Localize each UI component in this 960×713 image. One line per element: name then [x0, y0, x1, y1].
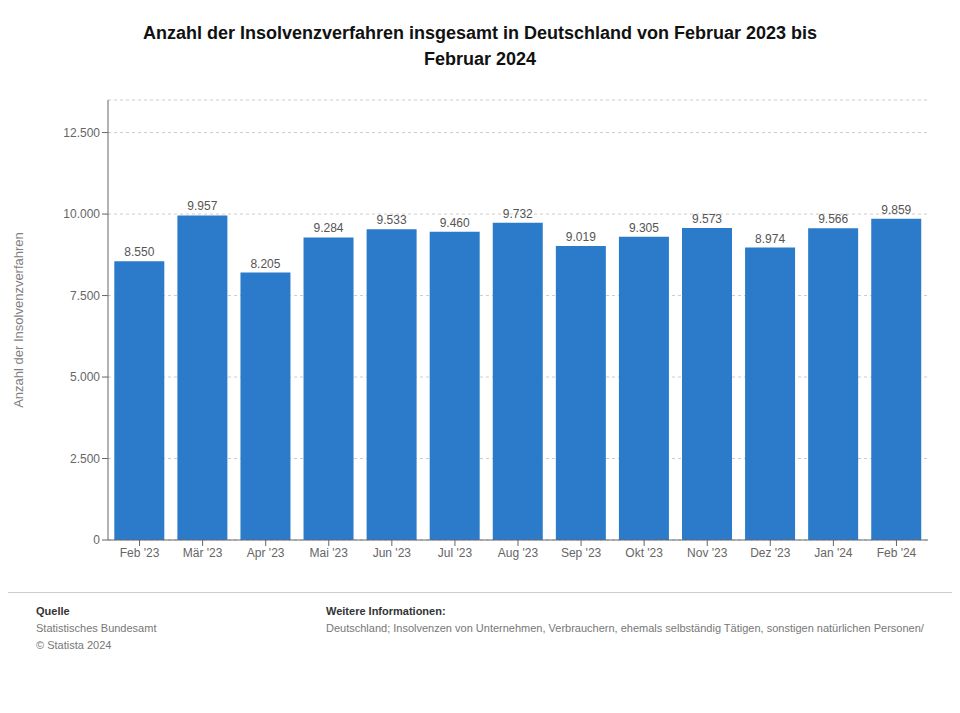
- svg-text:Mär '23: Mär '23: [183, 546, 223, 560]
- svg-text:Aug '23: Aug '23: [498, 546, 539, 560]
- html-text:© Statista 2024: © Statista 2024: [36, 639, 112, 651]
- svg-text:Apr '23: Apr '23: [247, 546, 285, 560]
- svg-text:Feb '23: Feb '23: [120, 546, 160, 560]
- svg-text:9.957: 9.957: [187, 199, 217, 213]
- svg-text:0: 0: [93, 533, 100, 547]
- html-text:Februar 2024: Februar 2024: [424, 49, 536, 69]
- svg-text:7.500: 7.500: [70, 289, 100, 303]
- svg-text:8.974: 8.974: [755, 232, 785, 246]
- html-text:Weitere Informationen:: Weitere Informationen:: [326, 605, 446, 617]
- svg-text:9.732: 9.732: [503, 207, 533, 221]
- svg-text:9.284: 9.284: [314, 221, 344, 235]
- svg-text:Anzahl der Insolvenzverfahren: Anzahl der Insolvenzverfahren: [11, 232, 26, 408]
- svg-text:9.019: 9.019: [566, 230, 596, 244]
- svg-text:Feb '24: Feb '24: [877, 546, 917, 560]
- svg-text:Jun '23: Jun '23: [373, 546, 412, 560]
- svg-text:9.460: 9.460: [440, 216, 470, 230]
- svg-text:Jul '23: Jul '23: [438, 546, 473, 560]
- svg-text:2.500: 2.500: [70, 452, 100, 466]
- html-text:Statistisches Bundesamt: Statistisches Bundesamt: [36, 622, 157, 634]
- html-text:Anzahl der Insolvenzverfahren: Anzahl der Insolvenzverfahren insgesamt …: [142, 23, 818, 43]
- svg-text:9.859: 9.859: [881, 203, 911, 217]
- svg-text:Mai '23: Mai '23: [310, 546, 349, 560]
- svg-text:9.566: 9.566: [818, 212, 848, 226]
- svg-text:8.205: 8.205: [250, 257, 280, 271]
- svg-text:12.500: 12.500: [63, 126, 100, 140]
- svg-text:Okt '23: Okt '23: [625, 546, 663, 560]
- svg-text:Dez '23: Dez '23: [750, 546, 791, 560]
- svg-text:8.550: 8.550: [124, 245, 154, 259]
- svg-text:5.000: 5.000: [70, 370, 100, 384]
- svg-text:Sep '23: Sep '23: [561, 546, 602, 560]
- svg-text:9.533: 9.533: [377, 213, 407, 227]
- svg-text:Jan '24: Jan '24: [814, 546, 853, 560]
- html-text:Quelle: Quelle: [36, 605, 70, 617]
- svg-text:10.000: 10.000: [63, 207, 100, 221]
- svg-text:9.305: 9.305: [629, 221, 659, 235]
- svg-text:Nov '23: Nov '23: [687, 546, 728, 560]
- svg-text:9.573: 9.573: [692, 212, 722, 226]
- html-text:Deutschland; Insolvenzen von U: Deutschland; Insolvenzen von Unternehmen…: [326, 622, 924, 634]
